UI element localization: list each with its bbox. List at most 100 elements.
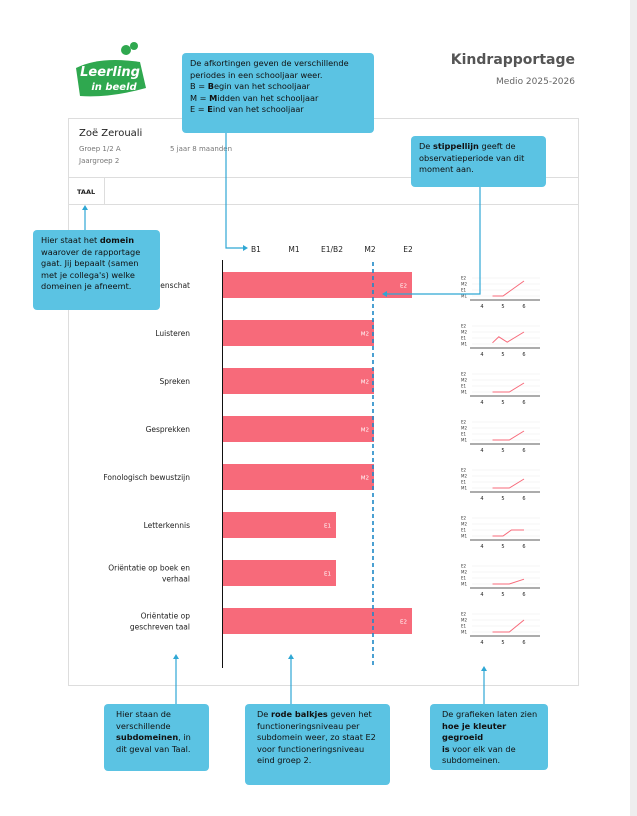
mini-y-label: E2 [461,420,467,425]
callout: Hier staan de verschillende subdomeinen, i… [104,704,209,771]
subdomain-label: Spreken [160,377,191,386]
callout-text: periodes in een schooljaar weer. [190,69,323,80]
callout-text: dit geval van Taal. [116,743,191,754]
callout-text: stippellijn [432,141,479,151]
student-name: Zoë Zerouali [79,128,142,139]
growth-line [492,280,525,297]
callout-text: functioneringsniveau per [257,720,360,731]
scale-label: E1/B2 [321,245,343,254]
mini-y-label: M1 [461,390,467,395]
mini-x-label: 4 [480,352,483,358]
growth-line [492,430,525,441]
mini-x-label: 5 [501,592,504,598]
mini-y-label: M2 [461,426,467,431]
level-bar [223,512,336,538]
mini-y-label: M1 [461,342,467,347]
title: Kindrapportage [451,52,575,68]
callout-text: geven het [327,709,372,719]
callout-line: eind groep 2. [257,755,382,767]
callout-line: hoe je kleuter gegroeid [442,721,540,744]
mini-y-label: E2 [461,612,467,617]
arrow [225,133,244,249]
callout-line: De afkortingen geven de verschillende [190,58,366,70]
callout-text: De [257,709,271,719]
callout-line: gaat. Jij bepaalt (samen [41,258,152,270]
mini-x-label: 5 [501,496,504,502]
mini-y-label: E2 [461,468,467,473]
mini-x-label: 6 [522,592,525,598]
mini-x-label: 4 [480,496,483,502]
callout-text: E [207,104,213,114]
arrowhead [243,245,248,251]
mini-x-label: 5 [501,352,504,358]
arrows [84,133,485,704]
callout-text: Hier staan de [116,709,171,719]
level-bar [223,272,412,298]
arrowheads [82,205,487,671]
scale-label: M1 [288,245,299,254]
callout-line: De grafieken laten zien [442,709,540,721]
mini-y-label: M1 [461,582,467,587]
callout-text: De afkortingen geven de verschillende [190,58,349,68]
callout-line: met je collega's) welke [41,270,152,282]
mini-x-label: 4 [480,448,483,454]
callout-text: eind groep 2. [257,755,312,765]
mini-x-label: 5 [501,400,504,406]
mini-y-label: M1 [461,438,467,443]
callout-text: B = [190,81,208,91]
callout-line: Hier staan de [116,709,201,721]
level-bar [223,368,374,394]
mini-x-label: 5 [501,544,504,550]
callout-text: domein [99,235,135,245]
mini-x-label: 6 [522,400,525,406]
growth-line [492,478,525,489]
year-group: Jaargroep 2 [78,157,119,165]
mini-y-label: E1 [461,624,467,629]
logo-shape [76,60,146,97]
level-bar [223,464,374,490]
scale-label: M2 [364,245,375,254]
callout-text: voor functioneringsniveau [257,743,365,754]
level-bar [223,416,374,442]
callout-text: observatieperiode van dit [419,152,525,163]
subdomain-label: Oriëntatie op boek en [108,564,190,573]
group: Groep 1/2 A [79,145,121,153]
arrowhead [481,666,487,671]
level-label: M2 [361,428,369,434]
scrollbar [630,0,637,816]
subdomain-label: Gesprekken [146,425,191,434]
callout-text: subdomeinen. [442,755,501,765]
scale-label: B1 [251,245,261,254]
growth-line [492,382,525,393]
arrowhead [173,654,179,659]
callout-text: De grafieken laten zien [442,709,538,719]
mini-y-label: M2 [461,618,467,623]
callout: Hier staat het domein waarover de rapport… [33,230,160,310]
mini-y-label: E2 [461,564,467,569]
mini-x-label: 6 [522,640,525,646]
callout-line: verschillende [116,721,201,733]
subdomain-label: Fonologisch bewustzijn [103,473,190,482]
callout-line: periodes in een schooljaar weer. [190,70,366,82]
level-label: E1 [324,572,331,578]
mini-y-label: E2 [461,276,467,281]
mini-y-label: M1 [461,534,467,539]
callout-line: domeinen je afneemt. [41,281,152,293]
callout-text: M [209,92,218,103]
callout-line: B = Begin van het schooljaar [190,81,366,93]
callout-line: subdomeinen. [442,755,540,767]
arrowhead [288,654,294,659]
callout: De rode balkjes geven het functioneringsn… [245,704,390,785]
growth-line [492,619,525,633]
callout-text: moment aan. [419,164,474,174]
mini-x-label: 4 [480,304,483,310]
callout-text: hoe je kleuter gegroeid [442,720,507,743]
mini-x-label: 6 [522,448,525,454]
mini-x-label: 6 [522,352,525,358]
level-label: M2 [361,332,369,338]
logo-leaf [121,45,131,55]
callout-text: subdomein weer, zo staat E2 [257,732,376,742]
callout-text: subdomeinen [116,732,179,742]
mini-y-label: M2 [461,522,467,527]
mini-y-label: M2 [461,378,467,383]
